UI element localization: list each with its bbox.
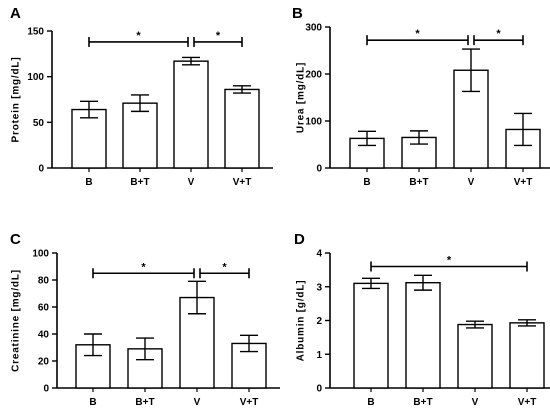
x-tick-label: V+T <box>514 177 533 188</box>
y-tick-label: 0 <box>43 384 49 395</box>
y-axis-label: Protein [mg/dL] <box>10 57 21 143</box>
y-axis-label: Albumin [g/dL] <box>295 280 306 362</box>
x-tick-label: B+T <box>413 397 432 408</box>
bar <box>224 88 260 169</box>
y-tick-label: 1 <box>316 350 322 361</box>
y-tick-label: 40 <box>38 330 50 341</box>
significance-star: * <box>447 255 452 267</box>
y-tick-label: 150 <box>27 27 44 38</box>
significance-star: * <box>141 261 146 273</box>
y-tick-label: 20 <box>38 357 50 368</box>
significance-star: * <box>415 28 420 40</box>
x-tick-label: V+T <box>233 177 252 188</box>
panel-letter: A <box>10 5 21 22</box>
x-tick-label: V+T <box>240 397 259 408</box>
y-tick-label: 80 <box>38 276 50 287</box>
bar <box>405 282 441 389</box>
y-axis-label: Creatinine [mg/dL] <box>10 269 21 372</box>
y-tick-label: 60 <box>38 303 50 314</box>
bar <box>122 102 158 169</box>
x-tick-label: B+T <box>130 177 149 188</box>
x-tick-label: V <box>194 397 201 408</box>
y-tick-label: 0 <box>316 164 322 175</box>
panel-letter: D <box>294 231 305 248</box>
x-tick-label: B+T <box>135 397 154 408</box>
x-tick-label: V <box>468 177 475 188</box>
y-tick-label: 100 <box>27 72 44 83</box>
y-tick-label: 100 <box>305 117 322 128</box>
x-tick-label: B+T <box>409 177 428 188</box>
significance-star: * <box>136 30 141 42</box>
bar <box>173 60 209 169</box>
y-tick-label: 4 <box>316 249 322 260</box>
y-tick-label: 50 <box>33 118 45 129</box>
chart-panel-c: C Creatinine [mg/dL] 0 20 40 60 80 100 B B+T V V+T *… <box>10 231 280 408</box>
panel-letter: C <box>10 231 21 248</box>
bar <box>509 322 545 389</box>
y-tick-label: 100 <box>32 249 49 260</box>
x-tick-label: V <box>188 177 195 188</box>
bar <box>353 282 389 389</box>
significance-star: * <box>222 261 227 273</box>
x-tick-label: B <box>363 177 370 188</box>
panel-letter: B <box>292 5 303 22</box>
chart-panel-d: D Albumin [g/dL] 0 1 2 3 4 B B+T V V+T * <box>294 231 550 408</box>
y-tick-label: 3 <box>316 282 322 293</box>
y-tick-label: 2 <box>316 316 322 327</box>
x-tick-label: V <box>472 397 479 408</box>
y-tick-label: 300 <box>305 23 322 34</box>
y-tick-label: 0 <box>316 384 322 395</box>
y-axis-label: Urea [mg/dL] <box>295 62 306 133</box>
bar <box>457 323 493 389</box>
x-tick-label: B <box>85 177 92 188</box>
significance-star: * <box>496 28 501 40</box>
x-tick-label: B <box>89 397 96 408</box>
x-tick-label: B <box>367 397 374 408</box>
significance-star: * <box>216 30 221 42</box>
y-tick-label: 0 <box>38 164 44 175</box>
chart-panel-a: A Protein [mg/dL] 0 50 100 150 B B+T V V+T * * <box>10 5 273 188</box>
x-tick-label: V+T <box>518 397 537 408</box>
y-tick-label: 200 <box>305 70 322 81</box>
